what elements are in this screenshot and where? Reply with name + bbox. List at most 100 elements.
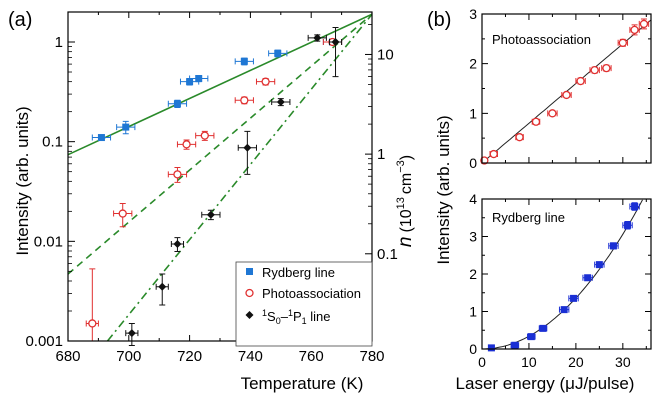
data-point-circle-open-b-3 — [531, 117, 541, 126]
y2-tick-label-a: 10 — [377, 46, 394, 63]
y2label-unit: (10 — [398, 209, 415, 232]
y-tick-label-panel-b1: 2 — [469, 56, 477, 72]
data-point-circle-open-b-5 — [562, 90, 571, 100]
y-tick-label-panel-b2: 2 — [469, 266, 477, 282]
data-point-diamond-2 — [173, 240, 182, 249]
fit-line-dashdot — [106, 13, 372, 341]
data-point-circle-open-0 — [88, 319, 97, 328]
data-point-diamond-1 — [158, 282, 167, 291]
x-tick-label-a: 720 — [177, 348, 202, 365]
x-tick-label-panel-b2: 20 — [568, 354, 584, 370]
data-point-circle-open-2 — [173, 170, 182, 179]
data-point-square-2 — [173, 100, 181, 108]
data-point-diamond-0 — [127, 329, 136, 338]
fit-line-dashed — [68, 13, 372, 275]
data-point-diamond-6 — [313, 33, 322, 42]
data-point-square-1 — [122, 123, 130, 131]
data-point-circle-open-3 — [182, 140, 191, 149]
data-point-circle-open-5 — [240, 96, 249, 105]
ylabel-b: Intensity (arb. units) — [434, 115, 453, 264]
errorbar-diamond-7 — [328, 26, 343, 78]
data-point-square-b-4 — [560, 306, 568, 314]
legend-a: Rydberg line Photoassociation 1S0–1P1 li… — [235, 261, 373, 347]
x-tick-label-a: 780 — [359, 348, 384, 365]
y2label-close: ) — [398, 155, 415, 160]
legend-marker-rydberg — [246, 268, 253, 275]
data-point-square-b-2 — [527, 333, 535, 341]
data-point-square-b-8 — [609, 242, 617, 250]
legend-label-line: 1S0–1P1 line — [262, 308, 331, 326]
xlabel-a: Temperature (K) — [241, 374, 364, 393]
panel-label-a: (a) — [8, 9, 32, 31]
subplot-title-rydberg: Rydberg line — [492, 210, 565, 225]
data-point-circle-open-b-6 — [576, 76, 585, 86]
errorbar-diamond-4 — [237, 130, 257, 175]
data-point-circle-open-1 — [118, 209, 127, 218]
x-tick-label-a: 700 — [116, 348, 141, 365]
legend-marker-photo — [245, 288, 254, 298]
data-point-square-b-7 — [595, 261, 603, 269]
data-point-square-0 — [97, 134, 105, 142]
data-point-square-b-9 — [624, 221, 632, 229]
y-tick-label-panel-b2: 4 — [469, 191, 477, 207]
data-point-circle-open-b-9 — [618, 38, 627, 47]
y2label-tail: cm — [398, 173, 415, 194]
y2label-exp2: −3 — [395, 160, 407, 173]
data-point-square-4 — [195, 75, 203, 83]
data-point-square-b-5 — [570, 294, 578, 302]
y-tick-label-a: 0.01 — [34, 233, 63, 250]
y2-tick-label-a: 1 — [377, 146, 385, 163]
legend-label-photo: Photoassociation — [262, 286, 361, 301]
data-point-circle-open-b-4 — [548, 109, 557, 118]
y2label-exp: 13 — [395, 197, 407, 209]
data-point-circle-open-b-2 — [515, 133, 524, 142]
data-point-square-b-0 — [487, 344, 495, 352]
subplot-title-photo: Photoassociation — [492, 32, 591, 47]
x-tick-label-a: 680 — [55, 348, 80, 365]
y-tick-label-panel-b1: 1 — [469, 105, 477, 121]
y-tick-label-a: 0.1 — [42, 134, 63, 151]
y-tick-label-panel-b2: 1 — [469, 304, 477, 320]
data-point-square-5 — [240, 57, 248, 65]
x-tick-label-a: 740 — [238, 348, 263, 365]
x-tick-label-panel-b2: 30 — [615, 354, 631, 370]
y-tick-label-a: 1 — [55, 34, 63, 51]
data-point-circle-open-b-1 — [489, 149, 498, 159]
data-point-square-6 — [274, 49, 282, 57]
y-tick-label-a: 0.001 — [25, 333, 63, 350]
data-point-square-b-3 — [539, 324, 547, 332]
y2label-a: n (1013 cm−3) — [395, 155, 416, 247]
panel-b-bottom-plot: 0 10 20 30 0 1 2 3 4 — [469, 191, 652, 370]
data-point-diamond-4 — [243, 143, 252, 152]
y-tick-label-panel-b2: 3 — [469, 229, 477, 245]
data-point-square-3 — [186, 78, 194, 86]
data-point-diamond-7 — [331, 38, 340, 47]
errorbar-circle-open-0 — [85, 268, 99, 342]
data-point-square-b-1 — [511, 341, 519, 349]
x-tick-label-a: 760 — [299, 348, 324, 365]
xlabel-b: Laser energy (μJ/pulse) — [456, 374, 635, 393]
y-tick-label-panel-b1: 3 — [469, 6, 477, 22]
legend-box — [235, 261, 373, 347]
data-point-square-b-6 — [584, 274, 592, 282]
data-point-circle-open-b-7 — [590, 65, 599, 75]
data-point-circle-open-b-8 — [602, 63, 611, 73]
legend-marker-line — [245, 311, 254, 319]
panel-b-top-plot: 0 1 2 3 — [469, 6, 652, 171]
data-point-circle-open-b-11 — [639, 19, 649, 29]
data-point-diamond-5 — [276, 98, 285, 107]
data-point-square-b-10 — [631, 203, 639, 210]
ylabel-a: Intensity (arb. units) — [13, 106, 32, 255]
legend-label-rydberg: Rydberg line — [262, 265, 335, 280]
y-tick-label-panel-b1: 0 — [469, 155, 477, 171]
x-tick-label-panel-b2: 0 — [478, 354, 486, 370]
data-point-circle-open-6 — [261, 77, 270, 86]
panel-label-b: (b) — [427, 9, 451, 31]
data-point-diamond-3 — [206, 210, 215, 219]
y2-tick-label-a: 0.1 — [377, 246, 398, 263]
data-point-circle-open-b-10 — [630, 25, 639, 35]
x-tick-label-panel-b2: 10 — [521, 354, 537, 370]
y2label-n: n — [395, 237, 416, 248]
y-tick-label-panel-b2: 0 — [469, 341, 477, 357]
